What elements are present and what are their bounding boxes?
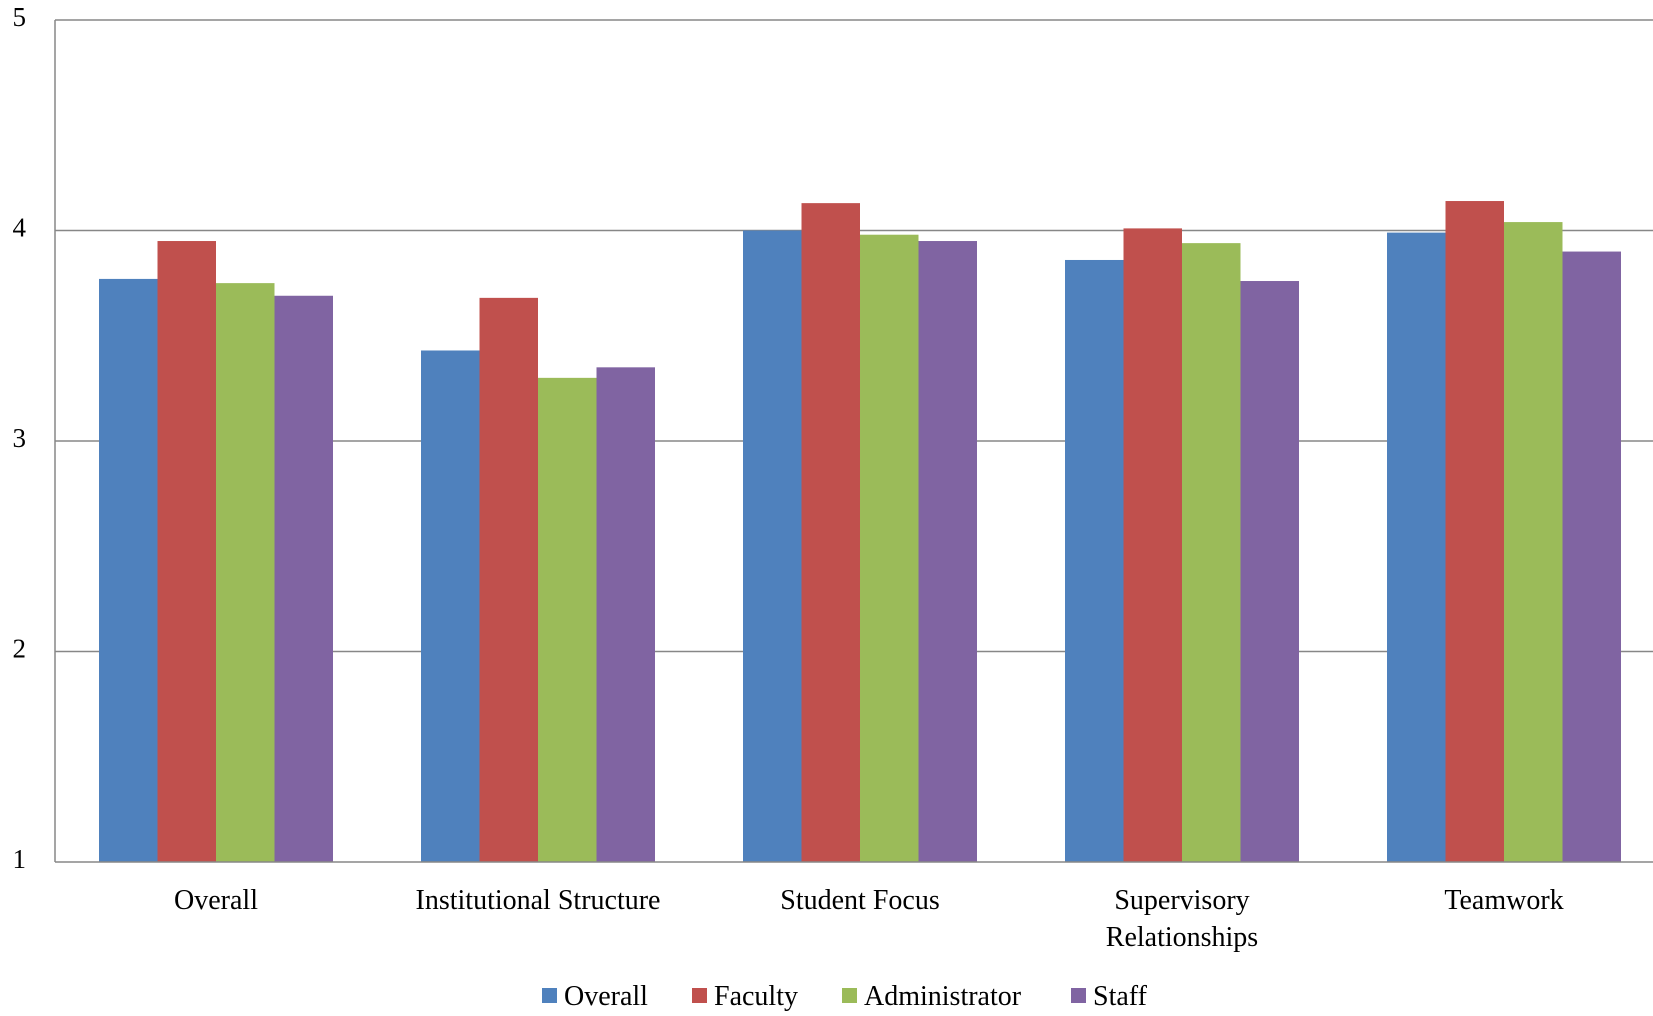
bar-faculty-4 [1445,201,1504,862]
bar-overall-1 [421,350,480,862]
legend-swatch-overall [542,988,557,1003]
legend-label-faculty: Faculty [714,981,798,1012]
bar-staff-2 [918,241,977,862]
y-tick-label: 3 [13,423,27,453]
bar-administrator-3 [1182,243,1241,862]
bar-staff-4 [1562,251,1621,863]
bar-overall-2 [743,230,802,862]
legend-swatch-faculty [692,988,707,1003]
bars [99,201,1621,863]
legend-label-administrator: Administrator [864,981,1022,1012]
bar-staff-1 [596,367,655,862]
legend-label-staff: Staff [1093,981,1148,1012]
x-axis-category-labels: Overall Institutional Structure Student Fo… [174,885,1564,953]
legend-swatch-administrator [842,988,857,1003]
x-category-label: Overall [174,885,258,916]
x-category-label: Supervisory [1114,885,1249,916]
x-category-label: Institutional Structure [416,885,661,916]
x-category-label: Student Focus [780,885,939,916]
bar-staff-3 [1240,281,1299,862]
y-tick-label: 2 [13,634,27,664]
y-tick-label: 4 [13,213,27,243]
x-category-label: Relationships [1106,922,1258,953]
bar-administrator-1 [538,377,597,862]
bar-faculty-1 [479,297,538,862]
bar-faculty-3 [1123,228,1182,862]
bar-faculty-0 [157,241,216,862]
x-category-label: Teamwork [1444,885,1563,916]
bar-administrator-4 [1504,222,1563,862]
y-axis-tick-labels: 1 2 3 4 5 [13,2,27,874]
bar-overall-3 [1065,259,1124,863]
legend-swatch-staff [1071,988,1086,1003]
bar-administrator-2 [860,234,919,862]
legend-label-overall: Overall [564,981,648,1012]
bar-administrator-0 [216,283,275,862]
bar-overall-0 [99,278,158,862]
axes [54,20,1653,863]
bar-faculty-2 [801,203,860,862]
y-tick-label: 1 [13,844,27,874]
bar-staff-0 [274,295,333,862]
legend: Overall Faculty Administrator Staff [542,981,1148,1012]
y-tick-label: 5 [13,2,27,32]
bar-overall-4 [1387,232,1446,863]
